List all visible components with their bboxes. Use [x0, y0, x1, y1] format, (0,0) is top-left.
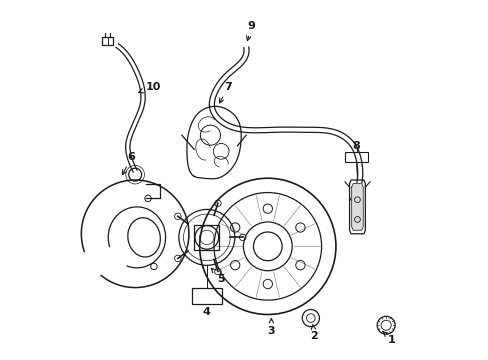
- Bar: [191, 288, 222, 304]
- Text: 6: 6: [122, 152, 135, 175]
- Text: 3: 3: [267, 319, 275, 336]
- Text: 5: 5: [211, 268, 224, 284]
- Text: 4: 4: [203, 307, 210, 317]
- Bar: [102, 37, 113, 45]
- Text: 2: 2: [310, 325, 318, 341]
- Bar: [194, 225, 219, 250]
- Text: 10: 10: [139, 82, 161, 93]
- Text: 7: 7: [219, 82, 232, 103]
- Text: 1: 1: [382, 331, 395, 345]
- Bar: [344, 152, 367, 162]
- Text: 9: 9: [246, 21, 255, 41]
- Polygon shape: [351, 184, 363, 230]
- Text: 8: 8: [352, 140, 360, 150]
